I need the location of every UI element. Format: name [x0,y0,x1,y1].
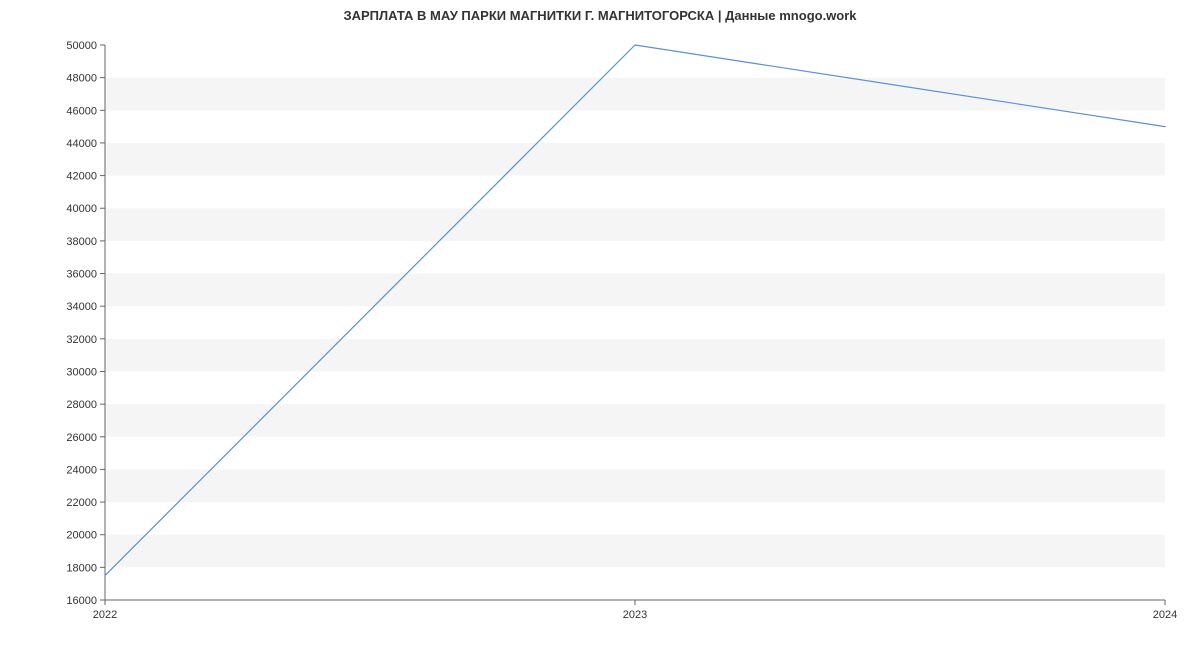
svg-text:42000: 42000 [66,171,97,183]
svg-text:40000: 40000 [66,203,97,215]
svg-text:48000: 48000 [66,73,97,85]
svg-text:26000: 26000 [66,432,97,444]
svg-text:50000: 50000 [66,40,97,52]
svg-text:34000: 34000 [66,301,97,313]
svg-text:18000: 18000 [66,562,97,574]
chart-svg: 16000 18000 20000 22000 24000 26000 28000 30000… [0,0,1200,650]
svg-text:2023: 2023 [623,609,647,621]
svg-text:36000: 36000 [66,269,97,281]
svg-text:20000: 20000 [66,530,97,542]
svg-text:22000: 22000 [66,497,97,509]
svg-text:24000: 24000 [66,464,97,476]
svg-text:44000: 44000 [66,138,97,150]
svg-text:2022: 2022 [93,609,117,621]
salary-line-chart: ЗАРПЛАТА В МАУ ПАРКИ МАГНИТКИ Г. МАГНИТО… [0,0,1200,650]
svg-text:38000: 38000 [66,236,97,248]
svg-text:2024: 2024 [1153,609,1177,621]
svg-text:32000: 32000 [66,334,97,346]
svg-text:28000: 28000 [66,399,97,411]
svg-text:30000: 30000 [66,366,97,378]
svg-text:46000: 46000 [66,105,97,117]
svg-text:16000: 16000 [66,595,97,607]
